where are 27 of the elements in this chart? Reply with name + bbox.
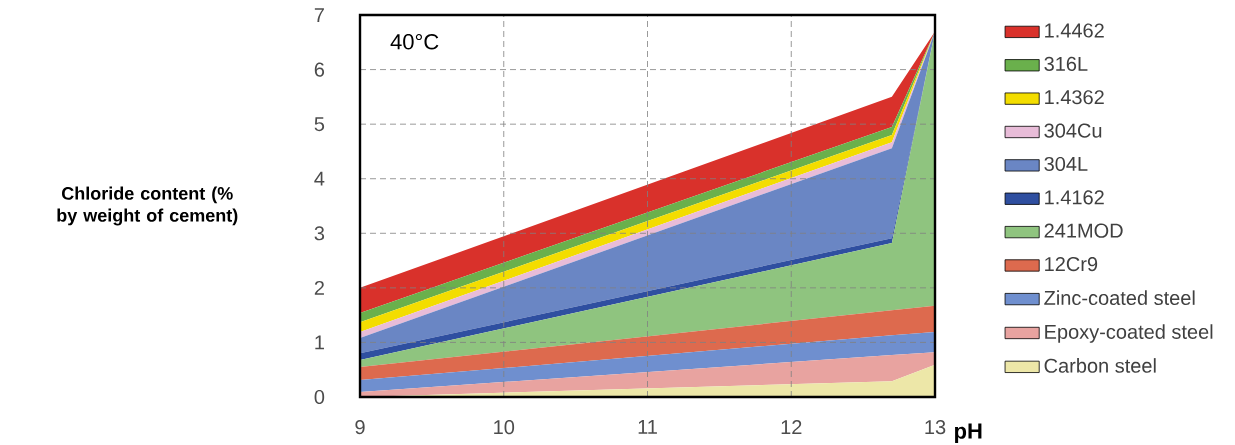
- x-tick-label: 12: [781, 420, 802, 435]
- legend-label: 304L: [1044, 156, 1088, 172]
- y-tick-label: 6: [314, 62, 325, 77]
- y-axis-title: Chloride content (% by weight of cement): [57, 186, 238, 226]
- y-tick-label: 3: [314, 226, 325, 241]
- y-tick-label: 5: [314, 117, 325, 132]
- legend-label: 1.4162: [1045, 190, 1104, 205]
- legend-label: 241MOD: [1044, 223, 1123, 238]
- legend-label: Epoxy-coated steel: [1045, 324, 1213, 343]
- legend-label: 304Cu: [1044, 123, 1102, 138]
- y-tick-label: 7: [314, 8, 324, 22]
- x-tick-label: 11: [638, 420, 657, 434]
- legend-label: 1.4462: [1045, 23, 1104, 38]
- x-tick-label: 13: [925, 420, 946, 435]
- x-tick-label: 9: [355, 420, 365, 435]
- y-tick-label: 4: [314, 171, 325, 186]
- legend-label: Zinc-coated steel: [1044, 290, 1195, 306]
- y-tick-label: 0: [314, 389, 325, 405]
- x-axis-title: pH: [955, 423, 982, 444]
- y-tick-label: 2: [314, 280, 324, 295]
- y-tick-label: 1: [315, 335, 324, 350]
- legend-label: Carbon steel: [1044, 358, 1156, 373]
- annotation: 40°C: [390, 34, 439, 50]
- legend-label: 316L: [1044, 56, 1088, 71]
- x-tick-label: 10: [494, 420, 515, 435]
- legend-label: 12Cr9: [1045, 256, 1098, 272]
- legend-label: 1.4362: [1045, 90, 1104, 105]
